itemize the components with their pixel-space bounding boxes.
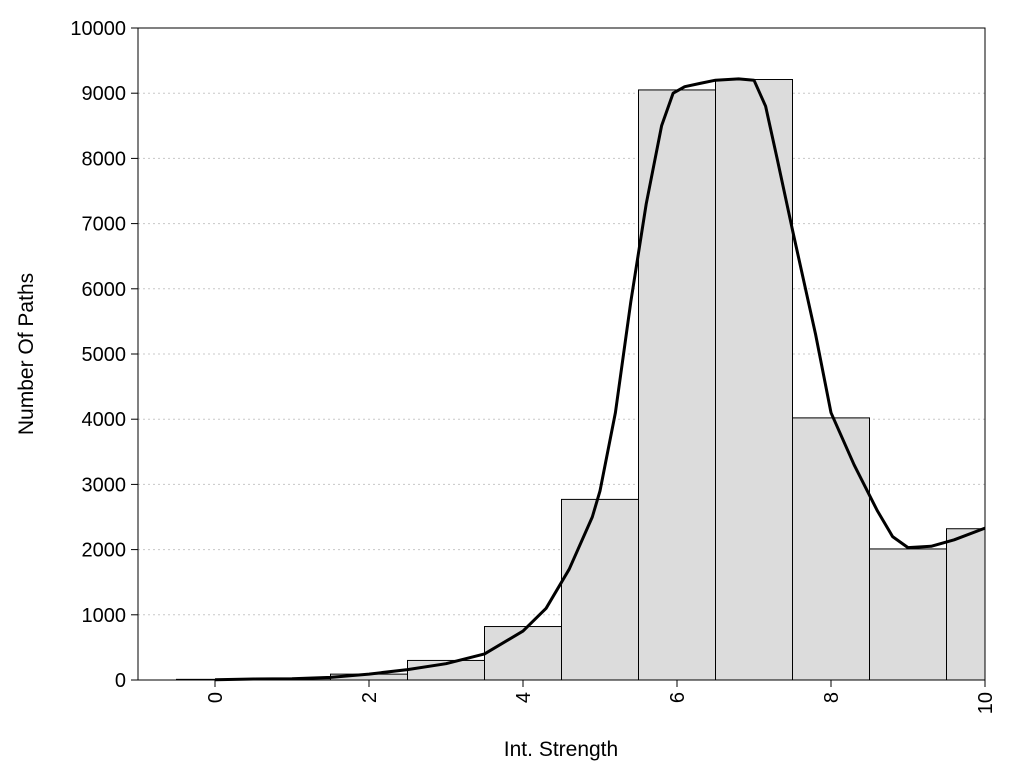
bar bbox=[946, 528, 986, 681]
x-axis: 0 2 4 6 8 10 bbox=[205, 680, 997, 714]
bar bbox=[792, 417, 870, 681]
y-tick-label: 5000 bbox=[82, 344, 127, 366]
y-tick-label: 7000 bbox=[82, 214, 127, 236]
bar bbox=[484, 626, 562, 681]
curve bbox=[214, 77, 986, 682]
x-axis-title: Int. Strength bbox=[504, 738, 618, 761]
y-tick-label: 1000 bbox=[82, 605, 127, 627]
x-tick-label: 6 bbox=[667, 692, 689, 703]
y-tick-label: 8000 bbox=[82, 148, 127, 170]
y-tick-label: 3000 bbox=[82, 474, 127, 496]
bars bbox=[176, 79, 986, 681]
y-tick-label: 6000 bbox=[82, 279, 127, 301]
bar bbox=[869, 548, 947, 681]
y-tick-label: 0 bbox=[115, 670, 126, 692]
bar bbox=[715, 79, 793, 681]
x-tick-label: 2 bbox=[359, 692, 381, 703]
y-tick-label: 4000 bbox=[82, 409, 127, 431]
y-tick-label: 2000 bbox=[82, 540, 127, 562]
x-tick-label: 0 bbox=[205, 692, 227, 703]
x-tick-label: 4 bbox=[513, 692, 535, 703]
x-tick-label: 10 bbox=[975, 692, 997, 714]
y-tick-label: 9000 bbox=[82, 83, 127, 105]
y-tick-label: 10000 bbox=[70, 18, 126, 40]
y-axis-title: Number Of Paths bbox=[15, 273, 38, 435]
y-axis: 0 1000 2000 3000 4000 5000 6000 7000 8000 9000 100… bbox=[70, 18, 138, 692]
x-tick-label: 8 bbox=[821, 692, 843, 703]
curve-line bbox=[214, 77, 986, 682]
bar bbox=[561, 498, 639, 681]
